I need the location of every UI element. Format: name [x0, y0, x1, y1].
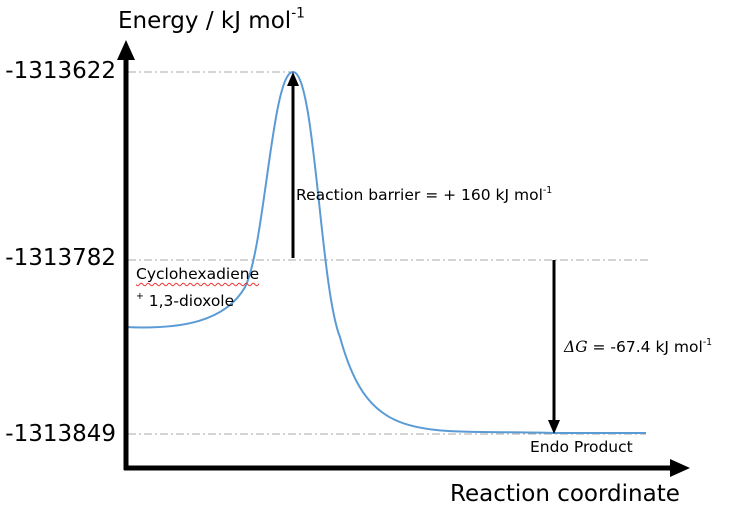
tick-label-reactants: -1313782	[5, 245, 116, 271]
x-axis-arrowhead	[670, 459, 690, 477]
y-axis-title: Energy / kJ mol-1	[118, 5, 305, 34]
product-label: Endo Product	[530, 438, 633, 456]
reactant-label: Cyclohexadiene	[136, 265, 260, 283]
tick-label-product: -1313849	[5, 421, 116, 447]
energy-curve	[127, 70, 646, 434]
dg-label: ΔG = -67.4 kJ mol-1	[564, 337, 713, 356]
reactant-label-line2: + 1,3-dioxole	[136, 291, 235, 310]
x-axis-title: Reaction coordinate	[450, 481, 680, 507]
barrier-arrowhead	[287, 72, 299, 86]
tick-label-ts: -1313622	[5, 58, 116, 84]
y-axis-arrowhead	[117, 40, 135, 60]
barrier-label: Reaction barrier = + 160 kJ mol-1	[296, 185, 553, 204]
dg-arrowhead	[548, 420, 560, 434]
